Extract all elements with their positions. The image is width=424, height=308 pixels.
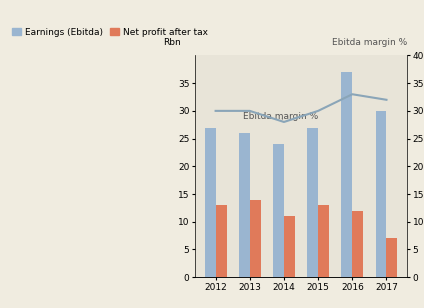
Text: Rbn: Rbn bbox=[163, 38, 181, 47]
Legend: Earnings (Ebitda), Net profit after tax: Earnings (Ebitda), Net profit after tax bbox=[9, 24, 212, 41]
Bar bbox=[205, 128, 216, 277]
Bar bbox=[376, 111, 386, 277]
Bar bbox=[318, 205, 329, 277]
Bar bbox=[307, 128, 318, 277]
Bar bbox=[341, 72, 352, 277]
Bar bbox=[284, 216, 295, 277]
Bar bbox=[250, 200, 261, 277]
Bar bbox=[216, 205, 226, 277]
Bar bbox=[352, 211, 363, 277]
Bar bbox=[273, 144, 284, 277]
Bar bbox=[239, 133, 250, 277]
Text: Ebitda margin %: Ebitda margin % bbox=[243, 112, 318, 121]
Bar bbox=[386, 238, 397, 277]
Text: Ebitda margin %: Ebitda margin % bbox=[332, 38, 407, 47]
